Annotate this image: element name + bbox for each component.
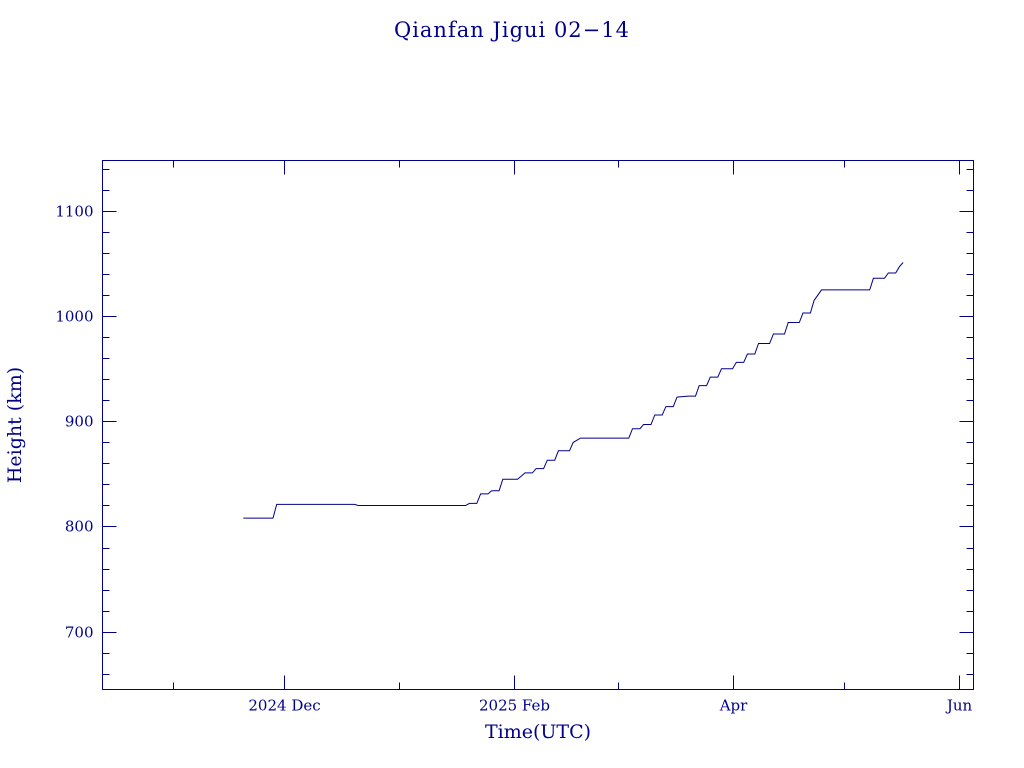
y-tick-label: 900 — [65, 413, 94, 431]
chart-title: Qianfan Jigui 02−14 — [394, 18, 630, 42]
x-axis-label: Time(UTC) — [485, 721, 591, 743]
height-series-line — [243, 262, 904, 519]
x-tick-label: 2025 Feb — [479, 697, 550, 715]
series-group — [243, 262, 904, 519]
y-axis-label: Height (km) — [4, 367, 26, 483]
y-axis: 700 800 900 1000 1100 — [55, 169, 974, 675]
y-tick-label: 1100 — [55, 203, 93, 221]
x-tick-label: Apr — [719, 697, 748, 715]
plot-area — [102, 160, 974, 690]
x-tick-label: 2024 Dec — [248, 697, 320, 715]
y-tick-label: 1000 — [55, 308, 93, 326]
x-axis: 2024 Dec 2025 Feb Apr Jun — [173, 160, 973, 715]
x-tick-label: Jun — [945, 697, 973, 715]
y-tick-label: 700 — [65, 624, 94, 642]
plot-frame — [102, 160, 974, 690]
y-tick-label: 800 — [65, 518, 94, 536]
